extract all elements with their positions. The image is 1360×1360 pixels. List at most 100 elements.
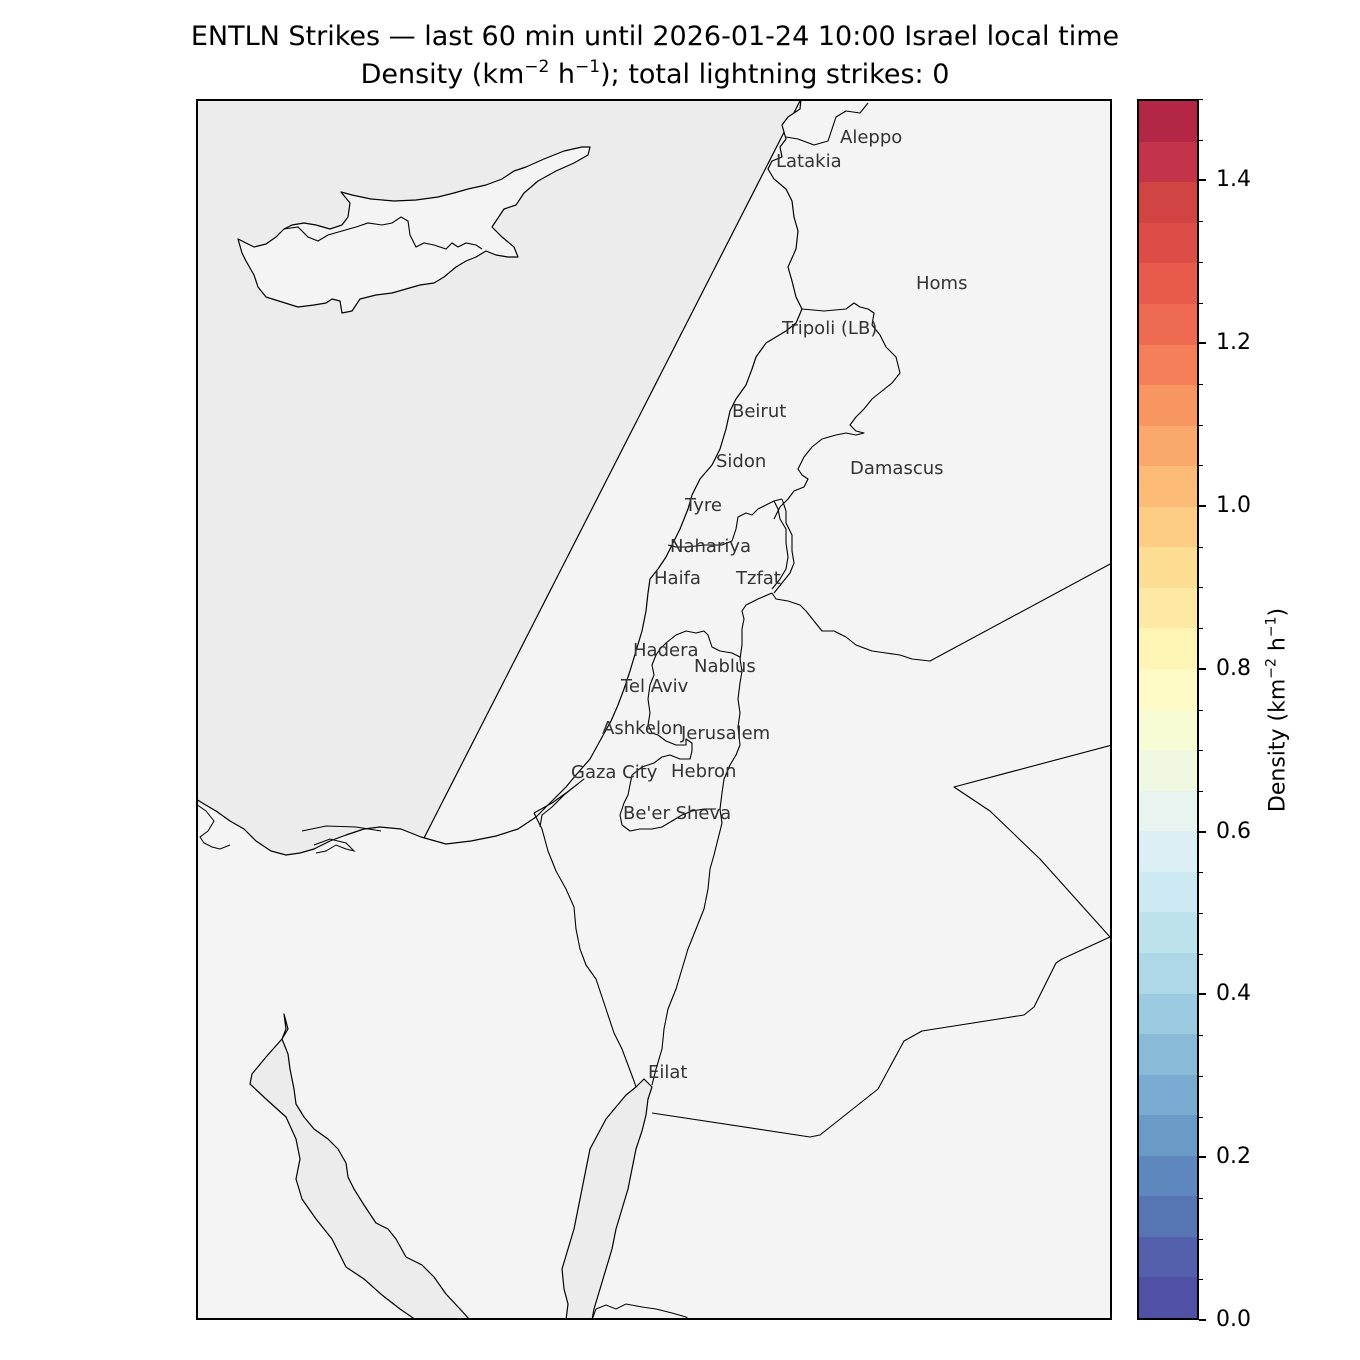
city-label-eilat: Eilat [648, 1062, 687, 1083]
gulf-of-aqaba [561, 1078, 653, 1320]
colorbar-tick-label: 1.0 [1216, 493, 1251, 518]
levant-coast-land [196, 99, 1112, 1320]
map-canvas: Aleppo Latakia Homs Tripoli (LB) Beirut … [196, 99, 1112, 1320]
map-panel[interactable]: Aleppo Latakia Homs Tripoli (LB) Beirut … [196, 99, 1112, 1320]
colorbar-tick-label: 1.4 [1216, 167, 1251, 193]
title-line-2: Density (km−2 h−1); total lightning stri… [0, 56, 1310, 94]
city-label-tzfat: Tzfat [735, 568, 781, 589]
tick-mark [1199, 1035, 1203, 1037]
colorbar-band [1139, 385, 1197, 426]
tick-mark [1199, 99, 1203, 100]
city-label-sidon: Sidon [716, 451, 766, 472]
city-label-hadera: Hadera [633, 640, 699, 661]
colorbar-band [1139, 669, 1197, 710]
city-label-gaza-city: Gaza City [571, 762, 658, 783]
tick-mark [1199, 342, 1206, 345]
tick-mark [1199, 790, 1203, 792]
tick-mark [1199, 1279, 1203, 1281]
chart-title: ENTLN Strikes — last 60 min until 2026-0… [0, 18, 1310, 94]
cyprus-green-line [283, 216, 483, 250]
colorbar-band [1139, 1196, 1197, 1237]
city-label-aleppo: Aleppo [840, 127, 902, 148]
tick-mark [1199, 424, 1203, 426]
colorbar-label: Density (km−2 h−1) [1263, 607, 1291, 813]
colorbar-band [1139, 952, 1197, 994]
colorbar-band [1139, 709, 1197, 751]
colorbar-band [1139, 141, 1197, 183]
colorbar-band [1139, 993, 1197, 1035]
tick-mark [1199, 1197, 1203, 1199]
city-label-nablus: Nablus [694, 656, 756, 677]
tick-mark [1199, 1238, 1203, 1240]
colorbar-label-prefix: Density (km [1265, 678, 1291, 813]
city-label-haifa: Haifa [654, 568, 701, 589]
tick-mark [1199, 750, 1203, 752]
tick-mark [1199, 1156, 1206, 1159]
cyprus-island [237, 146, 591, 314]
colorbar-band [1139, 466, 1197, 507]
city-label-nahariya: Nahariya [670, 536, 751, 557]
colorbar-tick-label: 1.2 [1216, 330, 1251, 356]
colorbar-tick-label: 0.6 [1216, 818, 1251, 844]
tick-mark [1199, 587, 1203, 589]
colorbar-band [1139, 1236, 1197, 1278]
tick-mark [1199, 505, 1206, 507]
colorbar-band [1139, 1074, 1197, 1116]
colorbar-label-suffix: ) [1265, 607, 1291, 617]
colorbar-band [1139, 547, 1197, 588]
colorbar-band [1139, 425, 1197, 467]
colorbar-band [1139, 101, 1197, 142]
colorbar-band [1139, 831, 1197, 872]
colorbar-tick-label: 0.8 [1216, 655, 1251, 681]
tick-mark [1199, 913, 1203, 914]
city-label-latakia: Latakia [776, 151, 842, 172]
city-label-hebron: Hebron [671, 761, 736, 782]
subtitle-mid: h [549, 59, 576, 90]
subtitle-exponent-h: −1 [575, 57, 601, 77]
colorbar-label-exponent-h: −1 [1263, 616, 1280, 638]
colorbar-band [1139, 182, 1197, 223]
city-label-jerusalem: Jerusalem [680, 723, 770, 744]
colorbar-band [1139, 222, 1197, 264]
tick-mark [1199, 139, 1203, 141]
city-label-ashkelon: Ashkelon [602, 718, 683, 739]
tick-mark [1199, 628, 1203, 630]
tiran-coast-detail [591, 1303, 691, 1320]
colorbar-band [1139, 344, 1197, 386]
colorbar-band [1139, 587, 1197, 629]
colorbar-band [1139, 628, 1197, 669]
tick-mark [1199, 709, 1203, 711]
city-label-homs: Homs [916, 273, 967, 294]
tick-mark [1199, 383, 1203, 385]
map-border [196, 99, 1112, 1320]
colorbar-band [1139, 263, 1197, 304]
tick-mark [1199, 667, 1206, 670]
tick-mark [1199, 993, 1206, 996]
colorbar-band [1139, 1155, 1197, 1197]
city-label-beirut: Beirut [732, 401, 786, 422]
tick-mark [1199, 302, 1203, 304]
tick-mark [1199, 221, 1203, 223]
colorbar-band [1139, 790, 1197, 832]
tick-mark [1199, 1319, 1206, 1321]
tick-mark [1199, 546, 1203, 548]
city-label-tripoli: Tripoli (LB) [781, 318, 877, 339]
colorbar-band [1139, 912, 1197, 953]
tick-mark [1199, 1116, 1203, 1118]
tick-mark [1199, 179, 1206, 182]
colorbar-tick-label: 0.2 [1216, 1144, 1251, 1170]
colorbar-tick-label: 0.4 [1216, 981, 1251, 1007]
tick-mark [1199, 830, 1206, 833]
colorbar [1137, 99, 1199, 1320]
gulf-of-suez [249, 1013, 471, 1320]
tick-mark [1199, 465, 1203, 467]
colorbar-band [1139, 750, 1197, 791]
country-borders [533, 102, 1112, 1138]
colorbar-band [1139, 1277, 1197, 1318]
colorbar-label-exponent-km: −2 [1263, 658, 1280, 679]
colorbar-band [1139, 1034, 1197, 1075]
subtitle-prefix: Density (km [360, 59, 525, 90]
subtitle-suffix: ); total lightning strikes: 0 [600, 59, 950, 90]
city-label-beer-sheva: Be'er Sheva [623, 803, 731, 824]
colorbar-band [1139, 1115, 1197, 1156]
